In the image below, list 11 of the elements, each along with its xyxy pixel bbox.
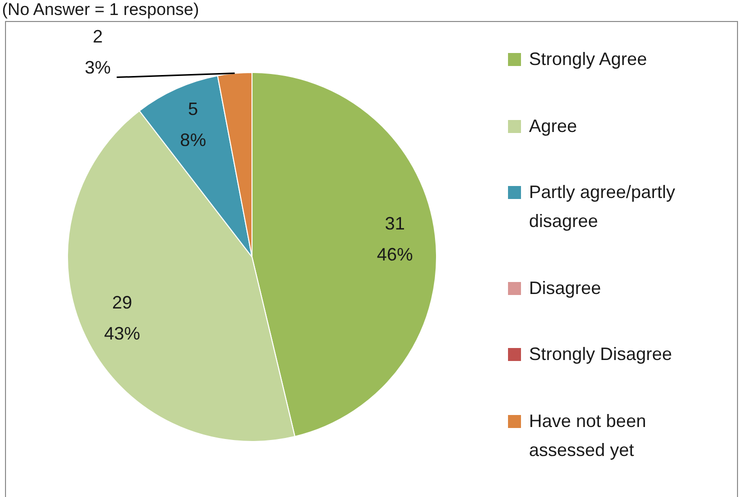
data-label: 29 43%: [104, 292, 140, 344]
legend-label: Agree: [529, 114, 578, 138]
legend-label: Strongly Disagree: [529, 343, 672, 366]
legend-label: Partly agree/partly disagree: [529, 181, 676, 234]
legend-label: Have not been assessed yet: [529, 410, 648, 462]
data-label: 2 3%: [84, 26, 111, 78]
data-label: 31 46%: [376, 214, 413, 265]
chart-subtitle: (No Answer = 1 response): [2, 0, 200, 20]
legend-label: Strongly Agree: [529, 48, 648, 71]
data-label: 5 8%: [180, 99, 206, 150]
legend-label: Disagree: [529, 276, 602, 300]
